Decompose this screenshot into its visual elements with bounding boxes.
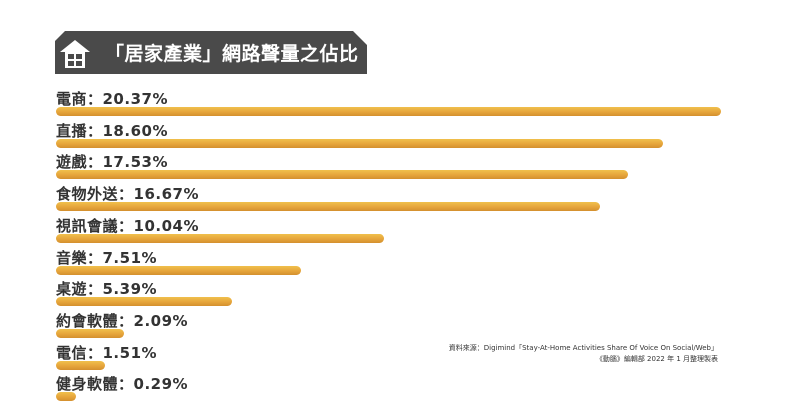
bar-label: 視訊會議：10.04% <box>56 216 199 235</box>
header-tab <box>55 31 367 74</box>
bar-label: 健身軟體：0.29% <box>56 375 189 394</box>
bar-label: 食物外送：16.67% <box>56 185 199 204</box>
source-note: 資料來源：Digimind「Stay-At-Home Activities Sh… <box>449 343 718 365</box>
bar <box>56 107 721 116</box>
house-icon <box>60 40 90 68</box>
source-line-1: 資料來源：Digimind「Stay-At-Home Activities Sh… <box>448 344 718 352</box>
bar <box>56 138 664 148</box>
bar-label: 直播：18.60% <box>56 121 168 140</box>
bar <box>56 170 629 180</box>
bar <box>56 360 106 370</box>
bar-label: 電商：20.37% <box>56 90 168 108</box>
source-line-2: 《動腦》編輯部 2022 年 1 月整理製表 <box>595 355 718 363</box>
bar-label: 音樂：7.51% <box>56 248 158 267</box>
bar <box>56 328 125 338</box>
bar-label: 遊戲：17.53% <box>56 153 168 172</box>
bar <box>56 392 76 402</box>
bar-label: 約會軟體：2.09% <box>56 311 189 330</box>
bar <box>56 202 601 212</box>
chart-header: 「居家產業」網路聲量之佔比 <box>55 31 367 74</box>
bar <box>56 297 232 307</box>
bar <box>56 265 302 275</box>
chart-title: 「居家產業」網路聲量之佔比 <box>105 43 359 65</box>
bar-label: 電信：1.51% <box>56 343 158 362</box>
bar <box>56 233 384 243</box>
bar-label: 桌遊：5.39% <box>56 280 158 299</box>
